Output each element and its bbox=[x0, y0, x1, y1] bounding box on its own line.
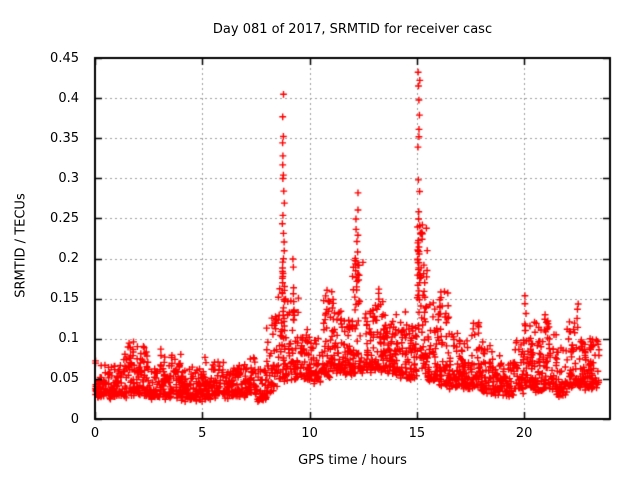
y-tick-label: 0.4 bbox=[58, 90, 79, 106]
chart-title: Day 081 of 2017, SRMTID for receiver cas… bbox=[212, 22, 493, 37]
y-tick-label: 0.15 bbox=[50, 291, 79, 307]
x-tick-label: 0 bbox=[90, 426, 100, 441]
x-tick-label: 10 bbox=[301, 426, 318, 441]
y-tick-label: 0.2 bbox=[58, 251, 79, 267]
y-tick-label: 0.25 bbox=[50, 210, 79, 226]
x-tick-label: 20 bbox=[515, 426, 533, 441]
y-tick-label: 0.05 bbox=[50, 371, 79, 387]
y-tick-label: 0.1 bbox=[58, 331, 79, 347]
x-tick-label: 15 bbox=[408, 426, 426, 441]
y-tick-label: 0.45 bbox=[50, 50, 79, 66]
y-tick-label: 0 bbox=[70, 411, 79, 427]
x-tick-label: 5 bbox=[198, 426, 207, 441]
y-tick-label: 0.3 bbox=[58, 170, 79, 186]
y-tick-label: 0.35 bbox=[50, 130, 79, 146]
x-axis-label: GPS time / hours bbox=[298, 453, 407, 468]
